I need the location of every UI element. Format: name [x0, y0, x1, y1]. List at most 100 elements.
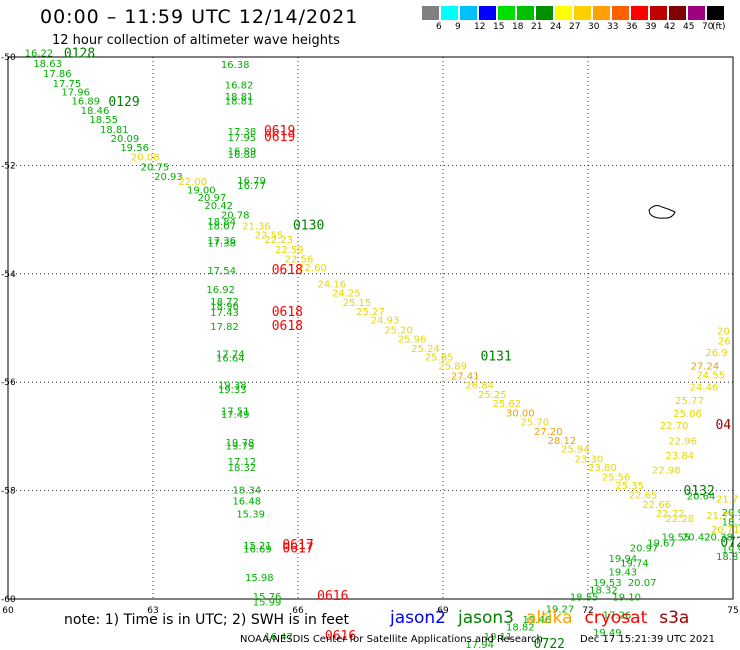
pass-time-label: 0130 [293, 218, 324, 233]
colorbar-label: 27 [569, 22, 581, 32]
wave-height-label: 25.96 [398, 335, 427, 346]
wave-height-label: 21.7 [716, 495, 738, 506]
colorbar-label: 45 [683, 22, 695, 32]
pass-time-label: 0132 [684, 484, 715, 499]
colorbar-swatch [517, 6, 534, 20]
satellite-legend: jason2 jason3 altika cryosat s3a [390, 608, 701, 628]
wave-height-label: 20.93 [154, 172, 183, 183]
wave-height-label: 25.27 [356, 307, 385, 318]
wave-height-label: 17.75 [53, 79, 82, 90]
latitude-label: -52 [1, 161, 16, 171]
wave-height-label: 22.23 [264, 235, 293, 246]
wave-height-label: 18.07 [207, 221, 236, 232]
colorbar-label: 42 [664, 22, 676, 32]
wave-height-label: 18.81 [225, 97, 254, 108]
latitude-label: -54 [1, 270, 16, 280]
wave-height-label: 16.92 [206, 285, 235, 296]
wave-height-label: 19.53 [593, 578, 622, 589]
wave-height-label: 22.96 [668, 437, 697, 448]
wave-height-label: 16.89 [71, 97, 100, 108]
wave-height-label: 18.32 [589, 586, 618, 597]
wave-height-label: 16.22 [25, 48, 54, 59]
colorbar-label: 9 [455, 22, 461, 32]
wave-height-label: 18.72 [210, 297, 239, 308]
wave-height-label: 17.54 [207, 266, 236, 277]
wave-height-label: 19.78 [226, 438, 255, 449]
wave-height-label: 15.21 [243, 541, 272, 552]
wave-height-label: 19.46 [522, 615, 551, 626]
wave-height-label: 19.10 [612, 593, 641, 604]
wave-height-label: 16.77 [237, 181, 266, 192]
wave-height-label: 19.67 [647, 538, 676, 549]
wave-height-label: 20.98 [722, 508, 740, 519]
wave-height-label: 17.82 [210, 322, 239, 333]
wave-height-label: 20.38 [704, 532, 733, 543]
wave-height-label: 28.12 [548, 436, 577, 447]
wave-height-label: 15.39 [236, 510, 265, 521]
wave-height-label: 19.00 [187, 186, 216, 197]
colorbar-unit: (ft) [712, 22, 726, 32]
wave-height-label: 17.74 [216, 349, 245, 360]
wave-height-label: 22.59 [275, 245, 304, 256]
colorbar-swatch [688, 6, 705, 20]
wave-height-label: 24.25 [332, 289, 361, 300]
latitude-label: -50 [1, 53, 16, 63]
longitude-label: 72 [582, 606, 593, 616]
colorbar-label: 6 [436, 22, 442, 32]
wave-height-label: 22.72 [656, 509, 685, 520]
wave-height-label: 22.60 [298, 263, 327, 274]
wave-height-label: 18.46 [81, 106, 110, 117]
wave-height-label: 16.88 [228, 150, 257, 161]
wave-height-label: 18.81 [225, 92, 254, 103]
wave-height-label: 16.79 [237, 176, 266, 187]
wave-height-label: 19.94 [608, 554, 637, 565]
wave-height-label: 24.55 [696, 370, 725, 381]
wave-height-label: 20.78 [221, 211, 250, 222]
wave-height-label: 19.38 [218, 381, 247, 392]
colorbar-swatch [574, 6, 591, 20]
colorbar-swatch [422, 6, 439, 20]
wave-height-label: 17.51 [221, 407, 250, 418]
wave-height-label: 21.71 [706, 511, 735, 522]
longitude-label: 63 [147, 606, 158, 616]
wave-height-label: 16.82 [225, 80, 254, 91]
longitude-label: 75 [727, 606, 738, 616]
wave-height-label: 16.89 [228, 147, 257, 158]
wave-height-label: 25.20 [384, 325, 413, 336]
colorbar-swatch [631, 6, 648, 20]
wave-height-label: 20.71 [711, 525, 740, 536]
wave-height-label: 20.97 [630, 543, 659, 554]
wave-height-label: 25.56 [602, 472, 631, 483]
wave-height-label: 16.64 [216, 354, 245, 365]
pass-time-label: 04 [716, 418, 732, 433]
generated-time: Dec 17 15:21:39 UTC 2021 [580, 634, 715, 645]
pass-time-label: 0616 [325, 629, 356, 644]
wave-height-label: 25.24 [411, 344, 440, 355]
pass-time-label: 0128 [64, 47, 95, 62]
axis-labels: 60 63 66 69 72 75 -50 -52 -54 -56 -58 -60 [1, 53, 739, 616]
wave-height-label: 25.25 [478, 390, 507, 401]
wave-height-label: 26.9 [705, 348, 727, 359]
wave-height-label: 16.48 [232, 497, 261, 508]
wave-height-label: 20.07 [628, 578, 657, 589]
wave-height-label: 19.27 [546, 605, 575, 616]
wave-height-label: 25.06 [673, 409, 702, 420]
wave-height-label: 22.70 [660, 421, 689, 432]
wave-height-label: 22.00 [178, 177, 207, 188]
footnote: note: 1) Time is in UTC; 2) SWH is in fe… [64, 612, 350, 628]
longitude-label: 66 [292, 606, 304, 616]
wave-height-label: 24.46 [690, 382, 719, 393]
wave-height-label: 17.43 [210, 308, 239, 319]
colorbar-swatch [460, 6, 477, 20]
wave-height-label: 22.98 [652, 465, 681, 476]
wave-height-label: 24.93 [371, 316, 400, 327]
wave-height-label: 15.76 [253, 592, 282, 603]
pass-time-label: 0617 [282, 541, 313, 556]
latitude-label: -60 [1, 595, 16, 605]
map-grid [7, 56, 734, 600]
colorbar-label: 24 [550, 22, 562, 32]
latitude-label: -56 [1, 378, 16, 388]
wave-height-label: 19.49 [593, 628, 622, 639]
wave-height-label: 15.98 [245, 573, 274, 584]
